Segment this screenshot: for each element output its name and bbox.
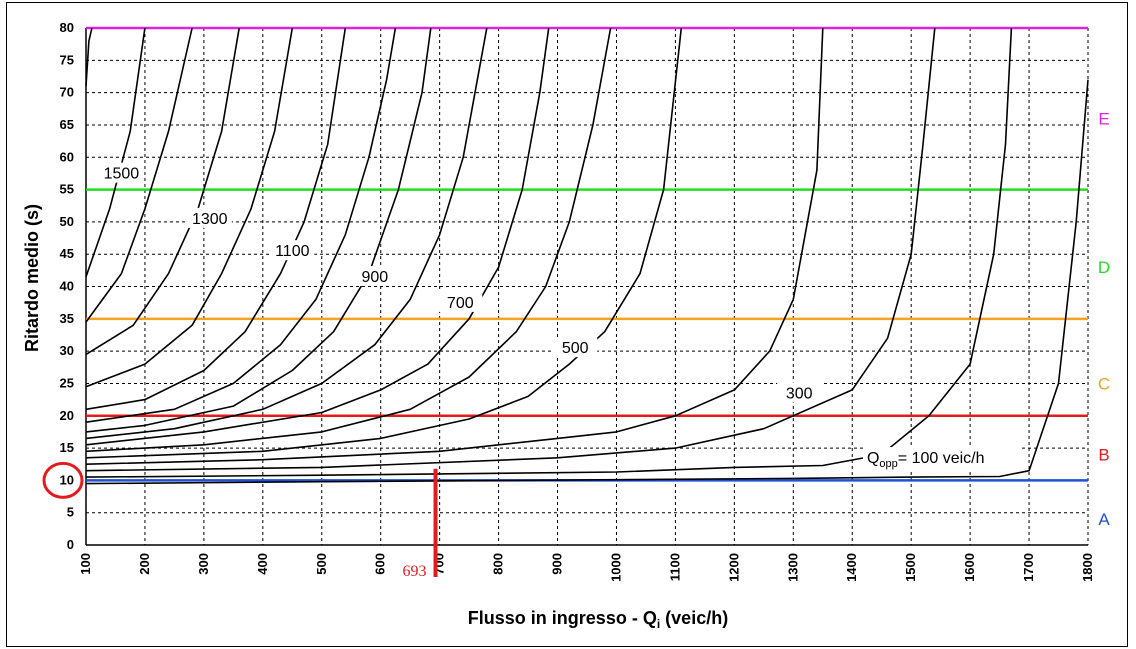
curve-label: 1500 bbox=[104, 166, 140, 183]
curve-labels: 1500 1300 1100 900 700 500 300 Qopp= 100 veic/h bbox=[99, 162, 1021, 470]
los-label-e: E bbox=[1098, 109, 1109, 128]
x-tick-label: 1300 bbox=[785, 553, 800, 582]
y-tick-label: 0 bbox=[67, 537, 74, 552]
los-label-a: A bbox=[1098, 510, 1110, 529]
curve-1000 bbox=[85, 27, 397, 423]
y-tick-label: 80 bbox=[60, 20, 74, 35]
curve-400 bbox=[85, 27, 824, 465]
y-tick-label: 70 bbox=[60, 85, 74, 100]
grid bbox=[85, 27, 1089, 546]
curve-label-bg bbox=[777, 382, 822, 403]
los-label-b: B bbox=[1098, 446, 1109, 465]
curve-label: 900 bbox=[361, 269, 388, 286]
los-label-d: D bbox=[1098, 258, 1110, 277]
curve-label-bg bbox=[438, 291, 483, 312]
y-tick-label: 15 bbox=[60, 440, 74, 455]
curve-1200 bbox=[85, 27, 294, 388]
delay-curves bbox=[85, 27, 1089, 485]
x-tick-label: 200 bbox=[137, 553, 152, 575]
curve-label-bg bbox=[352, 266, 397, 287]
curve-1300 bbox=[85, 27, 240, 356]
annotations: 693 bbox=[42, 461, 438, 581]
curve-1500 bbox=[85, 27, 146, 278]
x-tick-label: 1500 bbox=[903, 553, 918, 582]
curve-1100 bbox=[85, 27, 347, 411]
x-axis-title: Flusso in ingresso - Qi (veic/h) bbox=[468, 608, 728, 631]
x-tick-label: 100 bbox=[78, 553, 93, 575]
y-ticks: 0 5 10 15 20 25 30 35 40 45 50 55 60 65 70 75 80 bbox=[60, 20, 74, 552]
y-tick-label: 45 bbox=[60, 246, 74, 261]
curve-1400 bbox=[85, 27, 193, 323]
y-tick-label: 25 bbox=[60, 375, 74, 390]
curve-label-bg bbox=[553, 337, 598, 358]
curve-label: 1300 bbox=[192, 211, 228, 228]
curve-500 bbox=[85, 27, 683, 459]
curve-200 bbox=[85, 27, 1013, 478]
x-tick-label: 1800 bbox=[1080, 553, 1095, 582]
y-tick-label: 60 bbox=[60, 149, 74, 164]
marker-value-693: 693 bbox=[403, 563, 427, 580]
x-axis-title-main: Flusso in ingresso - Q bbox=[468, 608, 657, 628]
curve-100 bbox=[85, 79, 1089, 485]
x-tick-label: 900 bbox=[550, 553, 565, 575]
x-tick-label: 800 bbox=[491, 553, 506, 575]
y-axis-title: Ritardo medio (s) bbox=[22, 204, 42, 352]
x-tick-label: 1200 bbox=[726, 553, 741, 582]
y-tick-label: 55 bbox=[60, 182, 74, 197]
x-tick-label: 1000 bbox=[608, 553, 623, 582]
x-axis-title-unit: (veic/h) bbox=[660, 608, 728, 628]
x-tick-label: 1600 bbox=[962, 553, 977, 582]
y-tick-label: 30 bbox=[60, 343, 74, 358]
y-tick-label: 10 bbox=[60, 472, 74, 487]
curve-1600 bbox=[85, 27, 93, 87]
y-tick-label: 5 bbox=[67, 505, 74, 520]
curve-700 bbox=[85, 27, 550, 446]
highlight-circle bbox=[42, 461, 84, 499]
curve-label: 1100 bbox=[275, 243, 310, 260]
y-tick-label: 20 bbox=[60, 408, 74, 423]
x-axis-title-sub: i bbox=[657, 617, 660, 631]
y-tick-label: 35 bbox=[60, 311, 74, 326]
curve-900 bbox=[85, 27, 432, 433]
x-tick-label: 1100 bbox=[667, 553, 682, 581]
x-tick-label: 600 bbox=[373, 553, 388, 575]
curve-300 bbox=[85, 27, 936, 472]
los-label-c: C bbox=[1098, 374, 1110, 393]
curve-600 bbox=[85, 27, 612, 453]
y-tick-label: 75 bbox=[60, 52, 74, 67]
curve-800 bbox=[85, 27, 488, 440]
marker-value-bg bbox=[398, 561, 431, 581]
curve-label-bg bbox=[99, 162, 144, 183]
x-tick-label: 1400 bbox=[844, 553, 859, 582]
y-tick-label: 65 bbox=[60, 117, 74, 132]
curve-label: 500 bbox=[562, 340, 589, 357]
curve-label-bg bbox=[187, 207, 232, 228]
curve-label-bg bbox=[270, 240, 315, 261]
x-tick-label: 500 bbox=[314, 553, 329, 575]
x-ticks: 100 200 300 400 500 600 700 800 900 1000 1100 1200 1… bbox=[78, 553, 1095, 582]
x-tick-label: 300 bbox=[196, 553, 211, 575]
x-tick-label: 400 bbox=[255, 553, 270, 575]
y-tick-label: 40 bbox=[60, 279, 74, 294]
x-tick-label: 1700 bbox=[1021, 553, 1036, 582]
y-tick-label: 50 bbox=[60, 214, 74, 229]
opp-label-bg bbox=[862, 446, 1021, 469]
curve-label: 700 bbox=[447, 295, 474, 312]
opp-flow-label: Qopp= 100 veic/h bbox=[867, 450, 985, 470]
curve-label: 300 bbox=[786, 385, 813, 402]
